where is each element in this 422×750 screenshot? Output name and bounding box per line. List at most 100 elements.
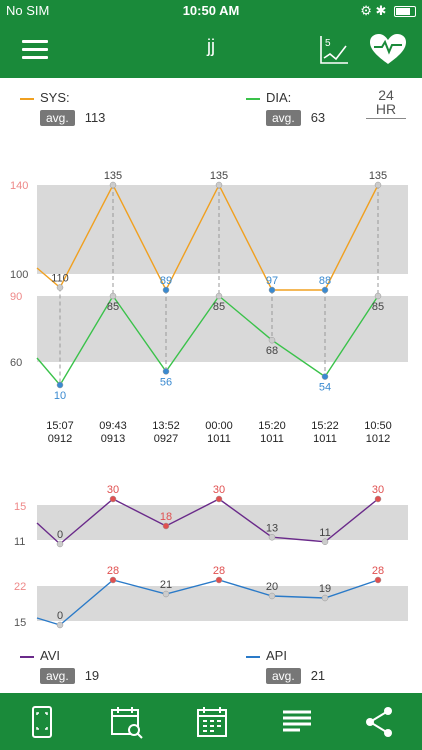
x-tick-date: 1011 (207, 433, 231, 445)
api-series-line (36, 579, 379, 626)
api-point (268, 592, 276, 600)
x-tick-date: 1011 (260, 433, 284, 445)
dia-point (268, 336, 276, 344)
sys-data-label: 97 (266, 275, 278, 287)
status-time: 10:50 AM (182, 3, 240, 18)
dia-label: DIA: (266, 90, 292, 105)
sys-legend: SYS: (20, 90, 70, 105)
sys-point (109, 181, 117, 189)
avi-point (162, 522, 170, 530)
carrier-label: No SIM (6, 3, 50, 18)
x-tick-time: 09:43 (99, 420, 127, 432)
dia-avg: avg. 63 (266, 110, 325, 126)
api-data-label: 28 (213, 565, 225, 577)
sys-label: SYS: (40, 90, 70, 105)
avi-data-label: 30 (372, 484, 384, 496)
sys-band (37, 185, 408, 274)
avi-legend: AVI (20, 648, 60, 663)
api-data-label: 0 (57, 610, 63, 622)
share-icon[interactable] (362, 705, 396, 739)
status-bar: No SIM 10:50 AM ⚙ ✱ (0, 0, 422, 22)
avi-avg: avg. 19 (40, 668, 99, 684)
sys-avg-badge: avg. (40, 110, 75, 126)
dia-data-label: 85 (372, 301, 384, 313)
dia-band (37, 296, 408, 362)
dia-data-label: 85 (213, 301, 225, 313)
list-icon[interactable] (280, 705, 314, 739)
dia-data-label: 56 (160, 376, 172, 388)
hr-hr-label: HR (375, 101, 397, 117)
sys-point (56, 284, 64, 291)
avi-point (215, 495, 223, 503)
api-swatch (246, 655, 260, 658)
x-tick-time: 00:00 (205, 420, 233, 432)
calendar-icon[interactable] (195, 705, 229, 739)
x-tick-date: 0913 (101, 433, 125, 445)
avi-series-line (36, 498, 379, 545)
api-point (162, 590, 170, 598)
dia-series-line (36, 294, 379, 387)
api-legend: API (246, 648, 287, 663)
sys-point (321, 286, 329, 294)
dia-point (56, 381, 64, 389)
heart-rate-icon[interactable] (370, 34, 406, 66)
x-tick-time: 15:20 (258, 420, 286, 432)
avi-band (37, 505, 408, 540)
api-axis-tick: 22 (14, 581, 26, 593)
api-point (215, 576, 223, 584)
bp-axis-tick: 90 (10, 291, 22, 303)
api-data-label: 19 (319, 583, 331, 595)
x-tick-date: 1011 (313, 433, 337, 445)
sys-data-label: 135 (369, 170, 387, 182)
avi-point (109, 495, 117, 503)
24hr-toggle-button[interactable]: 24 HR (366, 88, 406, 120)
svg-text:5: 5 (325, 38, 331, 49)
api-avg-value: 21 (310, 668, 326, 683)
menu-icon[interactable] (22, 40, 48, 60)
sys-swatch (20, 97, 34, 100)
x-tick-time: 15:22 (311, 420, 339, 432)
api-label: API (266, 648, 287, 663)
dia-swatch (246, 97, 260, 100)
api-point (56, 621, 64, 629)
dia-data-label: 10 (54, 390, 66, 402)
trend-chart-icon[interactable]: 5 (318, 34, 350, 66)
sys-point (215, 181, 223, 189)
calendar-search-icon[interactable] (110, 705, 144, 739)
avi-point (56, 540, 64, 548)
bp-axis-tick: 100 (10, 269, 28, 281)
hr-24-label: 24 (378, 87, 394, 103)
api-axis-tick: 15 (14, 617, 26, 629)
sys-series-line (36, 183, 379, 292)
x-tick-date: 0927 (154, 433, 178, 445)
page-title: jj (207, 36, 215, 56)
sys-avg-value: 113 (84, 110, 106, 125)
nav-bar: jj 5 (0, 22, 422, 78)
dia-point (109, 292, 117, 300)
sys-point (374, 181, 382, 189)
api-point (321, 594, 329, 602)
sys-point (268, 286, 276, 294)
avi-avg-badge: avg. (40, 668, 75, 684)
sys-data-label: 135 (210, 170, 228, 182)
avi-point (268, 534, 276, 541)
avi-label: AVI (40, 648, 60, 663)
dia-point (215, 292, 223, 300)
avi-data-label: 0 (57, 529, 63, 541)
avi-point (374, 495, 382, 503)
avi-axis-tick: 11 (14, 536, 25, 548)
sys-data-label: 89 (160, 275, 172, 287)
dia-legend: DIA: (246, 90, 291, 105)
device-measure-icon[interactable] (25, 705, 59, 739)
bp-axis-tick: 60 (10, 357, 22, 369)
pulse-chart: 15 11 22 15 0 30 18 30 13 11 30 0 28 21 28 20 19 28 (14, 484, 408, 629)
dia-point (321, 373, 329, 380)
avi-data-label: 30 (213, 484, 225, 496)
dia-point (374, 292, 382, 300)
api-avg: avg. 21 (266, 668, 325, 684)
dia-point (162, 368, 170, 375)
battery-icon: ⚙ ✱ (360, 3, 416, 19)
api-data-label: 28 (107, 565, 119, 577)
bp-chart: 140 100 90 60 110 135 89 135 97 88 135 10 85 56 85 68 54… (10, 170, 408, 445)
sys-avg: avg. 113 (40, 110, 105, 126)
